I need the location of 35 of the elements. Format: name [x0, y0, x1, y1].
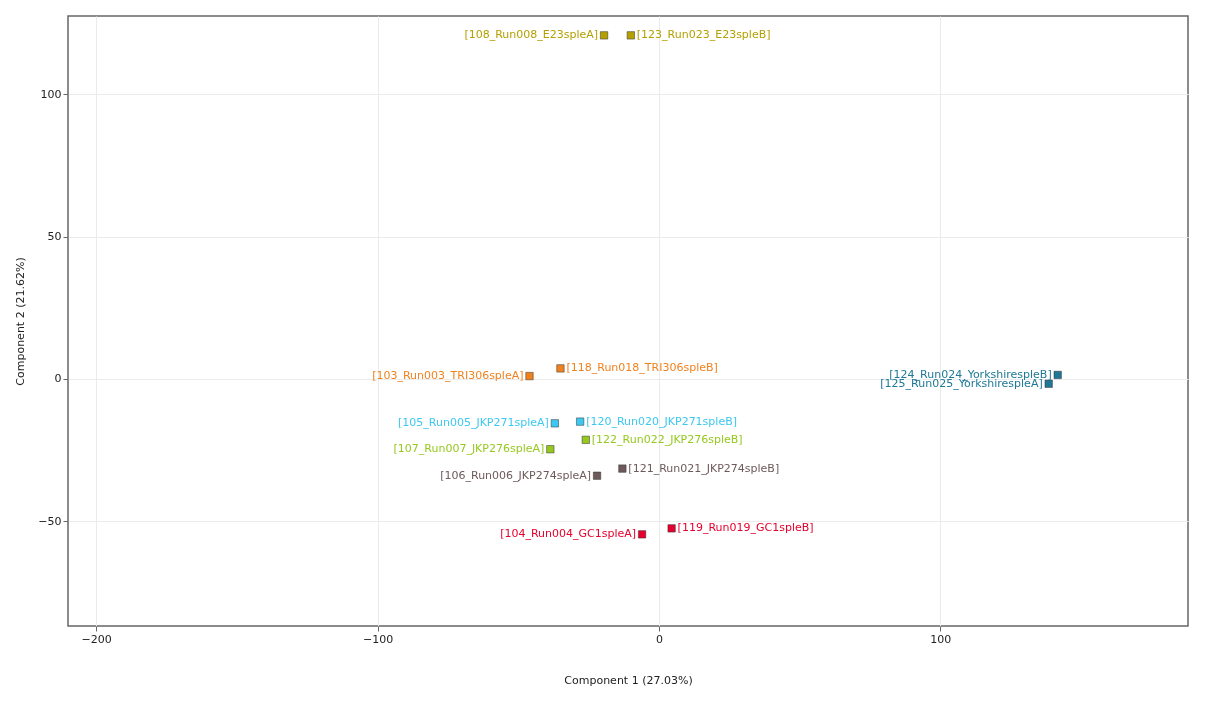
annotation: [106_Run006_JKP274spleA]: [440, 468, 592, 482]
point: [525, 372, 534, 381]
y-tick-label: 0: [54, 372, 62, 386]
annotation: [107_Run007_JKP276spleA]: [393, 442, 545, 456]
annotation: [118_Run018_TRI306spleB]: [566, 361, 718, 375]
point: [667, 524, 676, 533]
y-tick-label: −50: [38, 514, 62, 528]
point: [581, 435, 590, 444]
x-tick-label: −100: [362, 632, 394, 646]
point: [556, 364, 565, 373]
point: [618, 464, 627, 473]
y-tick-label: 50: [47, 230, 62, 244]
x-tick-label: 100: [930, 632, 952, 646]
annotation: [121_Run021_JKP274spleB]: [628, 461, 780, 475]
annotation: [123_Run023_E23spleB]: [636, 28, 771, 42]
point: [550, 419, 559, 428]
x-tick-label: −200: [81, 632, 112, 646]
y-axis-title: Component 2 (21.62%): [14, 257, 28, 386]
annotation: [119_Run019_GC1spleB]: [677, 521, 814, 535]
point: [600, 31, 609, 40]
annotation: [104_Run004_GC1spleA]: [500, 527, 637, 541]
point: [593, 471, 601, 480]
x-tick-label: 0: [655, 632, 663, 646]
point: [626, 31, 635, 40]
annotation: [120_Run020_JKP271spleB]: [586, 414, 737, 428]
point: [576, 417, 585, 426]
y-tick-label: 100: [40, 87, 62, 101]
annotation: [103_Run003_TRI306spleA]: [372, 369, 524, 383]
annotation: [105_Run005_JKP271spleA]: [398, 416, 549, 430]
x-axis-title: Component 1 (27.03%): [564, 673, 693, 687]
point: [638, 530, 647, 539]
annotation: [122_Run022_JKP276spleB]: [591, 432, 743, 446]
point: [546, 445, 555, 454]
point: [1053, 370, 1062, 379]
annotation: [108_Run008_E23spleA]: [464, 28, 599, 42]
